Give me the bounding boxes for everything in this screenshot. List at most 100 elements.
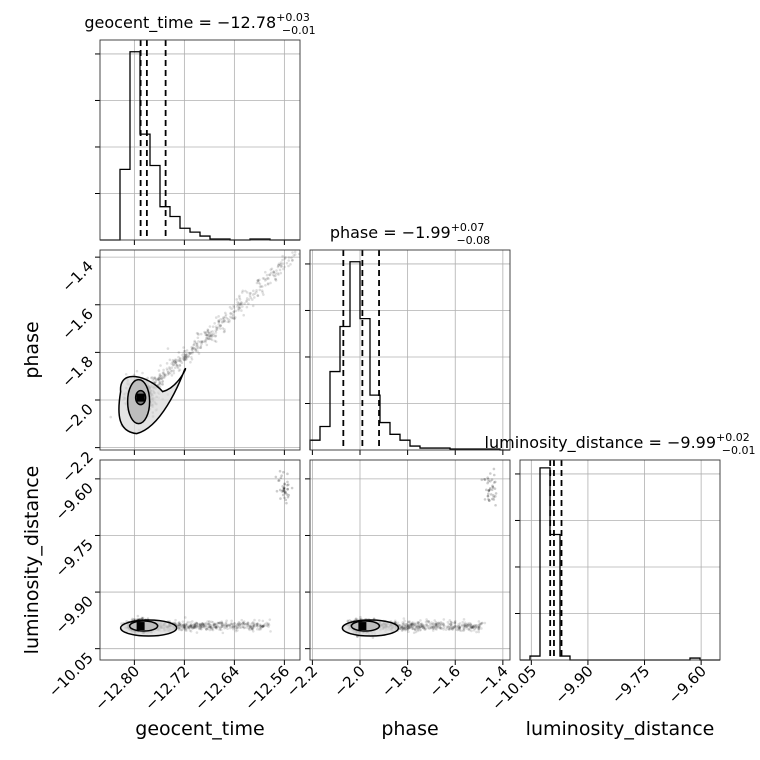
sample-point bbox=[195, 631, 199, 634]
sample-point bbox=[242, 620, 246, 623]
sample-point bbox=[400, 626, 404, 629]
sample-point bbox=[468, 628, 471, 632]
sample-point bbox=[252, 289, 255, 293]
x-axis-label-luminosity-distance: luminosity_distance bbox=[526, 718, 715, 740]
sample-point bbox=[409, 625, 412, 629]
sample-point bbox=[195, 344, 198, 348]
sample-point bbox=[200, 340, 203, 343]
sample-point bbox=[438, 626, 442, 630]
sample-point bbox=[255, 289, 258, 292]
sample-point bbox=[468, 624, 471, 628]
sample-point bbox=[419, 619, 422, 622]
title-minus: −0.01 bbox=[722, 444, 756, 457]
sample-point bbox=[159, 377, 163, 380]
scatter-panel-phase-vs-luminosity-distance: −2.2 −2.0 −1.8 −1.6 −1.4 bbox=[283, 459, 512, 701]
sample-point bbox=[409, 623, 413, 627]
sample-point bbox=[478, 622, 482, 626]
sample-point bbox=[406, 626, 409, 630]
sample-point bbox=[291, 251, 294, 254]
sample-point bbox=[199, 627, 203, 630]
sample-point bbox=[449, 625, 453, 628]
sample-point bbox=[434, 625, 437, 629]
sample-point bbox=[195, 622, 198, 626]
sample-point bbox=[187, 351, 191, 355]
sample-point bbox=[399, 625, 403, 629]
sample-point bbox=[214, 329, 218, 332]
sample-point bbox=[178, 622, 182, 626]
sample-point bbox=[214, 316, 218, 319]
sample-point bbox=[120, 622, 123, 625]
sample-point bbox=[458, 629, 462, 632]
sample-point bbox=[196, 332, 200, 335]
sample-point bbox=[250, 627, 254, 630]
sample-point bbox=[180, 626, 183, 629]
sample-point bbox=[463, 624, 467, 628]
sample-point bbox=[233, 622, 236, 625]
sample-point bbox=[178, 364, 182, 367]
sample-point bbox=[240, 309, 243, 312]
sample-point bbox=[493, 480, 497, 484]
sample-point bbox=[196, 346, 200, 350]
sample-point bbox=[232, 317, 236, 320]
sample-point bbox=[136, 614, 140, 618]
panel-frame bbox=[99, 459, 301, 661]
sample-point bbox=[434, 623, 438, 627]
sample-point bbox=[230, 307, 233, 311]
sample-point bbox=[281, 490, 285, 493]
sample-point bbox=[283, 265, 286, 269]
sample-point bbox=[257, 281, 260, 284]
sample-point bbox=[434, 624, 438, 628]
sample-point bbox=[195, 342, 199, 346]
sample-point bbox=[200, 625, 203, 629]
sample-point bbox=[481, 621, 484, 625]
sample-point bbox=[158, 382, 162, 386]
sample-point bbox=[124, 373, 128, 376]
sample-point bbox=[441, 621, 445, 625]
sample-point bbox=[193, 623, 196, 627]
y-tick-label: −9.90 bbox=[52, 592, 97, 637]
sample-point bbox=[214, 335, 217, 338]
sample-point bbox=[199, 623, 202, 627]
sample-point bbox=[211, 621, 215, 624]
sample-point bbox=[465, 627, 468, 630]
sample-point bbox=[346, 619, 350, 623]
sample-point bbox=[284, 491, 287, 495]
sample-point bbox=[190, 620, 194, 623]
sample-point bbox=[235, 298, 239, 301]
sample-point bbox=[222, 316, 225, 319]
sample-point bbox=[184, 623, 188, 626]
sample-point bbox=[208, 625, 212, 629]
sample-point bbox=[209, 337, 213, 340]
sample-point bbox=[109, 415, 113, 419]
sample-point bbox=[161, 379, 165, 383]
sample-point bbox=[204, 624, 208, 628]
sample-point bbox=[135, 369, 139, 373]
sample-point bbox=[199, 627, 203, 631]
sample-point bbox=[419, 625, 423, 629]
sample-point bbox=[411, 622, 414, 625]
sample-point bbox=[463, 621, 467, 624]
sample-point bbox=[184, 358, 188, 361]
sample-point bbox=[488, 499, 491, 502]
sample-point bbox=[401, 624, 405, 628]
sample-point bbox=[442, 623, 445, 626]
sample-point bbox=[183, 358, 186, 362]
sample-point bbox=[434, 622, 438, 626]
sample-point bbox=[178, 623, 181, 627]
sample-point bbox=[487, 479, 490, 483]
sample-point bbox=[189, 360, 192, 364]
sample-point bbox=[203, 339, 207, 342]
sample-point bbox=[213, 622, 216, 626]
sample-point bbox=[437, 621, 441, 625]
sample-point bbox=[244, 289, 247, 293]
sample-point bbox=[412, 627, 415, 631]
sample-point bbox=[416, 628, 419, 631]
sample-point bbox=[206, 334, 210, 337]
sample-point bbox=[214, 623, 218, 626]
sample-point bbox=[223, 328, 226, 331]
sample-point bbox=[215, 328, 219, 332]
x-axis-label-phase: phase bbox=[381, 718, 438, 740]
sample-point bbox=[158, 375, 161, 379]
sample-point bbox=[172, 363, 176, 367]
sample-point bbox=[242, 622, 246, 625]
